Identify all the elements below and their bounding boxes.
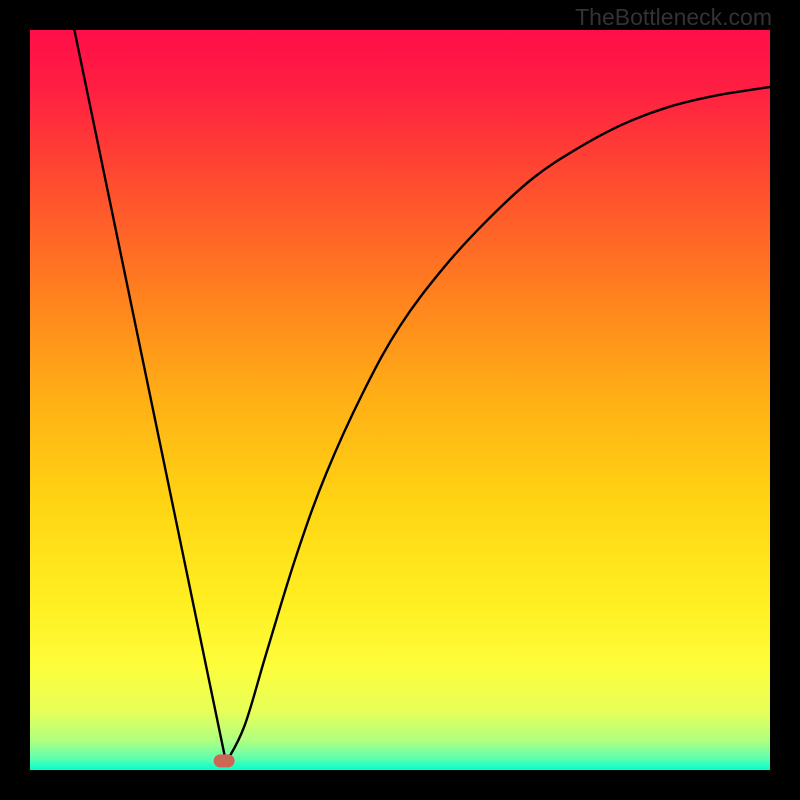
watermark-text: TheBottleneck.com	[575, 4, 772, 31]
gradient-fill	[30, 30, 770, 770]
chart-frame: TheBottleneck.com	[0, 0, 800, 800]
plot-background	[30, 30, 770, 770]
minimum-marker	[214, 754, 235, 767]
